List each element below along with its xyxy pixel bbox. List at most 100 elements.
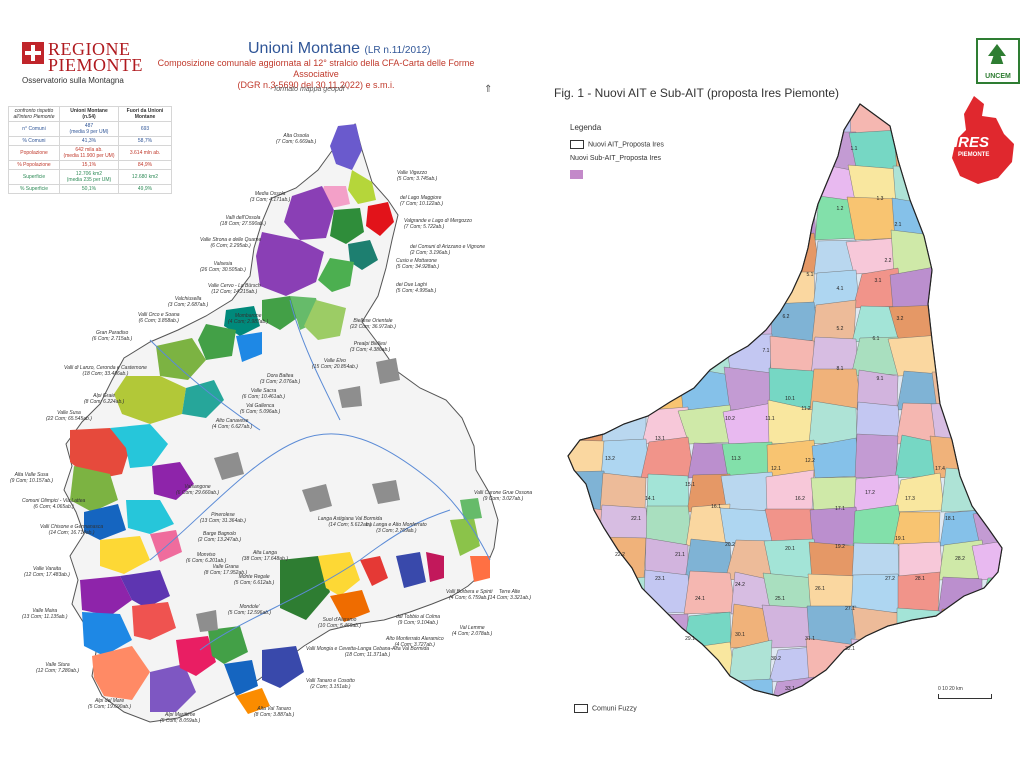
regione-cross-icon <box>22 42 44 64</box>
region-alta-val-tanaro <box>236 688 270 714</box>
legend-title: Legenda <box>570 123 602 132</box>
label-alto-monferrato: Alto Monferrato Aleramico (4 Com; 3.727ab… <box>386 636 444 648</box>
ait-subregion <box>845 237 900 275</box>
ait-region-label: 16.2 <box>795 496 805 502</box>
ait-subregion <box>568 535 610 581</box>
ait-label-group: 1.1 1.2 1.3 2.1 2.2 3.1 3.2 4.1 5.1 5.2 6.1 6.2 7.1 8… <box>605 146 965 692</box>
ait-subregion <box>977 104 1002 139</box>
ait-region-label: 1.3 <box>877 196 884 202</box>
ait-subregion <box>683 570 737 615</box>
ait-region-label: 33.1 <box>785 686 795 692</box>
ait-subregion <box>568 401 605 445</box>
region-monte-regale <box>208 626 248 664</box>
ait-subregion <box>726 234 777 275</box>
ait-subregion <box>895 639 947 683</box>
ait-region-label: 12.1 <box>771 466 781 472</box>
ait-region-label: 12.2 <box>805 458 815 464</box>
ait-region-label: 27.1 <box>845 606 855 612</box>
label-valle-grana: Valle Grana (8 Com; 17.952ab.) <box>204 564 248 576</box>
ait-region-label: 13.1 <box>655 436 665 442</box>
ait-subregion <box>973 468 1002 513</box>
ait-subregion <box>596 104 647 139</box>
ires-logo-text: IRES <box>954 134 990 151</box>
label-valle-elvo: Valle Elvo (15 Com; 20.854ab.) <box>312 358 358 370</box>
piemonte-outline <box>63 122 499 723</box>
ait-subregion <box>568 298 609 343</box>
region-valle-susa <box>70 428 130 480</box>
ires-piemonte-logo <box>952 96 1014 184</box>
ait-subregion <box>896 607 943 649</box>
region-valle-sacra <box>236 332 262 362</box>
row-value-note: (media 9 per UM) <box>69 129 109 135</box>
label-valli-mongia: Valli Mongia e Cevetta-Langa Cebana-Alta… <box>306 646 430 658</box>
ait-subregion <box>568 341 605 377</box>
ait-subregion <box>981 199 1002 241</box>
row-value-note: (media 235 per UM) <box>66 177 112 183</box>
region-valle-strona <box>348 240 378 270</box>
city-gray-2 <box>302 484 332 512</box>
label-langa-astigiana: Langa Astigiana Val Bormida (14 Com; 5.61… <box>318 516 383 528</box>
label-comuni-olimpici: Comuni Olimpici - Via Lattea (6 Com; 4.06… <box>22 498 86 510</box>
region-comuni-olimpici <box>84 504 126 540</box>
ait-region-label: 17.4 <box>935 466 945 472</box>
ait-map: 1.1 1.2 1.3 2.1 2.2 3.1 3.2 4.1 5.1 5.2 6.1 6.2 7.1 8… <box>567 103 1003 697</box>
ait-subregion <box>935 640 983 683</box>
ait-subregion <box>932 339 983 377</box>
ait-subregion <box>640 436 695 479</box>
ait-subregion <box>637 236 689 275</box>
ait-region-label: 27.2 <box>885 576 895 582</box>
ait-subregion <box>686 679 731 696</box>
label-mombarone: Mombarone (4 Com; 2.987ab.) <box>228 313 269 325</box>
stats-table: confronto rispetto all'intero Piemonte U… <box>8 106 172 194</box>
legend-comuni-fuzzy-label: Comuni Fuzzy <box>592 705 637 713</box>
label-alpi-graie: Alpi Graie (8 Com; 6.224ab.) <box>84 393 125 405</box>
left-map-panel: REGIONE PIEMONTE Osservatorio sulla Mont… <box>8 39 533 724</box>
ait-subregion <box>728 161 778 207</box>
legend-ait: Nuovi AIT_Proposta Ires <box>570 140 664 149</box>
ait-subregion <box>766 232 821 275</box>
ait-subregion <box>979 263 1002 309</box>
label-suol-aleramo: Suol d'Aleramo (10 Com; 5.469ab.) <box>318 617 362 629</box>
ait-region-label: 30.1 <box>735 632 745 638</box>
region-alpi-mare <box>150 664 196 712</box>
label-alta-valle-susa: Alta Valle Susa (9 Com; 10.157ab.) <box>10 472 54 484</box>
label-barge: Barge Bagnolo (2 Com; 13.247ab.) <box>198 531 242 543</box>
ait-subregion <box>977 339 1002 377</box>
city-gray-5 <box>372 480 400 504</box>
region-terre-alte <box>470 556 490 582</box>
ait-subregion <box>935 164 989 207</box>
ait-subregion <box>687 641 736 683</box>
ait-subregion <box>602 369 652 411</box>
ait-subregion <box>936 134 985 173</box>
ait-subregion <box>682 128 731 173</box>
stats-header-row: confronto rispetto all'intero Piemonte U… <box>8 106 172 122</box>
legend-swatch-purple <box>570 170 583 179</box>
ait-region-label: 6.1 <box>873 336 880 342</box>
region-dal-tobbio <box>396 552 426 588</box>
ait-subregion <box>982 641 1002 683</box>
ait-subregion <box>980 231 1002 275</box>
city-gray-4 <box>376 358 400 384</box>
region-alta-valle-susa <box>70 466 118 512</box>
region-chisone <box>100 536 150 574</box>
ait-region-label: 4.1 <box>837 286 844 292</box>
region-alta-ossola <box>330 124 362 170</box>
ait-subregion <box>808 400 858 445</box>
ait-subregion <box>804 674 863 696</box>
ait-subregion <box>568 134 607 173</box>
scale-bar-label: 0 10 20 km <box>938 686 963 692</box>
ait-region-label: 22.1 <box>631 516 641 522</box>
label-alta-langa: Alta Langa (38 Com; 17.648ab.) <box>242 550 288 562</box>
ait-subregion <box>937 576 983 615</box>
brand-line1: REGIONE <box>48 39 131 59</box>
ait-subregion <box>568 104 605 139</box>
ait-region-label: 9.1 <box>877 376 884 382</box>
label-tra-langa: tra Langa e Alto Monferrato (3 Com; 2.769… <box>366 522 427 534</box>
ait-subregion <box>680 301 732 343</box>
ait-subregion <box>934 198 984 241</box>
ait-subregion <box>937 104 983 139</box>
ait-region-label: 5.1 <box>807 272 814 278</box>
ait-subregion <box>600 536 647 581</box>
label-valchiusella: Valchiusella (3 Com; 2.687ab.) <box>168 296 209 308</box>
ait-subregion <box>568 608 609 649</box>
